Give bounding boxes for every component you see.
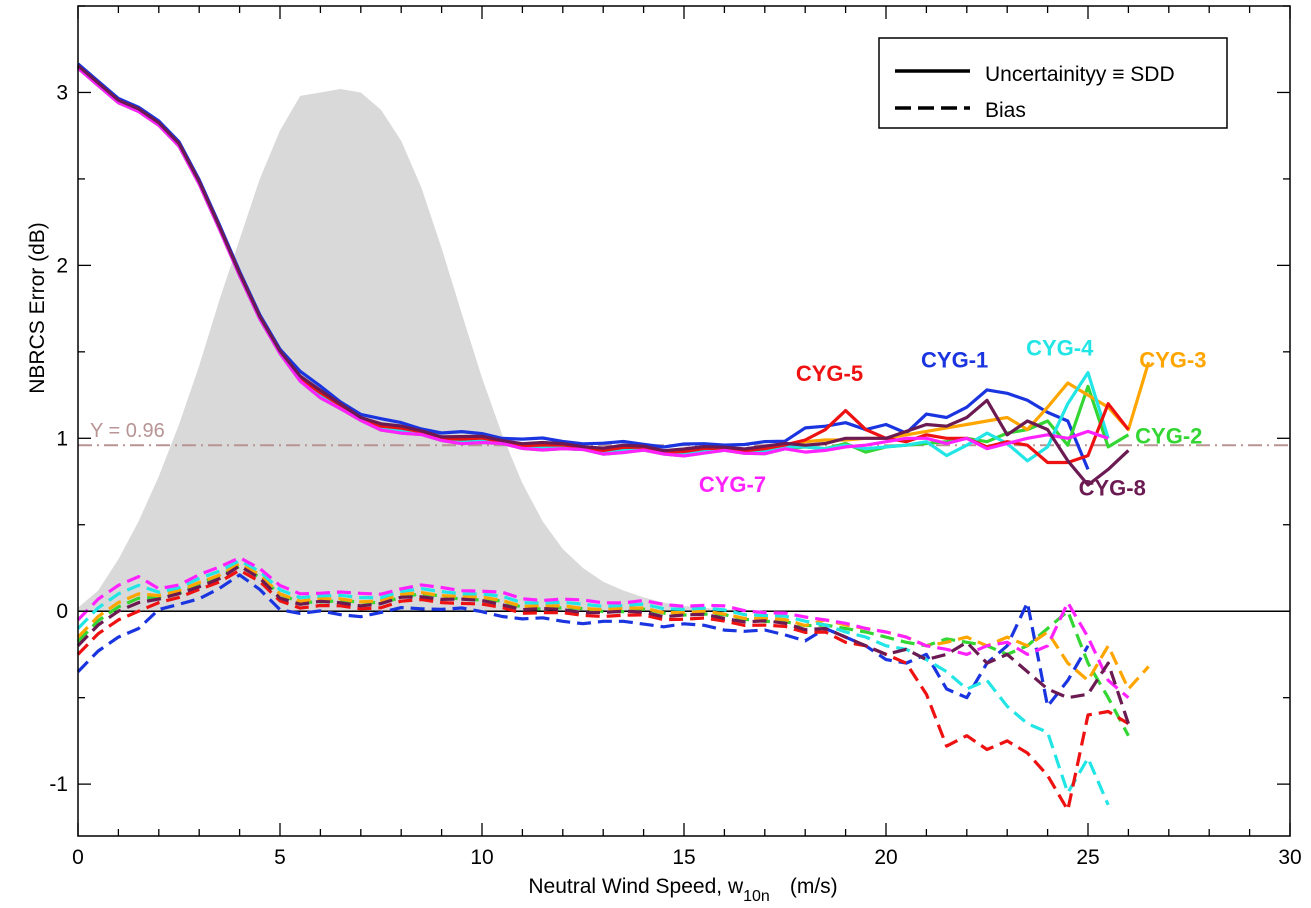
series-label-cyg-7: CYG-7 <box>699 472 766 497</box>
x-tick-label: 0 <box>72 846 84 869</box>
y-tick-label: 1 <box>56 427 68 450</box>
labels-layer: CYG-5 CYG-1 CYG-4 CYG-3 CYG-2 CYG-7 CYG-8 <box>699 335 1207 500</box>
y-tick-label: -1 <box>49 773 68 796</box>
legend: Uncertainityy ≡ SDD Bias <box>878 37 1228 129</box>
bias-line-cyg-5 <box>76 568 1130 812</box>
reference-line-label: Y = 0.96 <box>90 420 165 442</box>
sdd-line-cyg-8 <box>76 64 1130 487</box>
series-label-cyg-1: CYG-1 <box>921 347 988 372</box>
series-label-cyg-2: CYG-2 <box>1135 423 1202 448</box>
legend-solid-label: Uncertainityy ≡ SDD <box>985 63 1175 86</box>
series-label-cyg-4: CYG-4 <box>1026 335 1094 360</box>
bias-line-cyg-3 <box>76 561 1150 691</box>
x-tick-label: 10 <box>470 846 493 869</box>
ticks-layer: 0 5 10 15 20 25 30 -1 0 1 2 3 <box>49 5 1302 869</box>
histogram-area <box>78 89 806 612</box>
y-axis-label: NBRCS Error (dB) <box>26 222 49 394</box>
legend-dashed-label: Bias <box>985 99 1026 122</box>
x-axis-label-subscript: 10n <box>743 888 770 905</box>
series-label-cyg-5: CYG-5 <box>796 361 863 386</box>
histogram-layer <box>78 89 806 612</box>
x-tick-label: 5 <box>274 846 286 869</box>
bias-line-cyg-7 <box>76 556 1130 699</box>
x-tick-label: 15 <box>672 846 695 869</box>
x-tick-label: 20 <box>874 846 897 869</box>
x-axis-label: Neutral Wind Speed, w10n (m/s) <box>528 875 837 905</box>
x-axis-label-main: Neutral Wind Speed, w <box>528 875 744 898</box>
y-tick-label: 2 <box>56 254 68 277</box>
bias-line-cyg-4 <box>76 559 1110 806</box>
series-label-cyg-3: CYG-3 <box>1139 347 1206 372</box>
y-tick-label: 0 <box>56 600 68 623</box>
x-tick-label: 25 <box>1076 846 1099 869</box>
series-label-cyg-8: CYG-8 <box>1079 475 1146 500</box>
x-axis-label-unit: (m/s) <box>790 875 838 898</box>
bias-line-cyg-8 <box>76 564 1130 725</box>
legend-box <box>878 37 1228 129</box>
x-tick-label: 30 <box>1278 846 1301 869</box>
y-tick-label: 3 <box>56 81 68 104</box>
series-layer <box>76 62 1151 812</box>
